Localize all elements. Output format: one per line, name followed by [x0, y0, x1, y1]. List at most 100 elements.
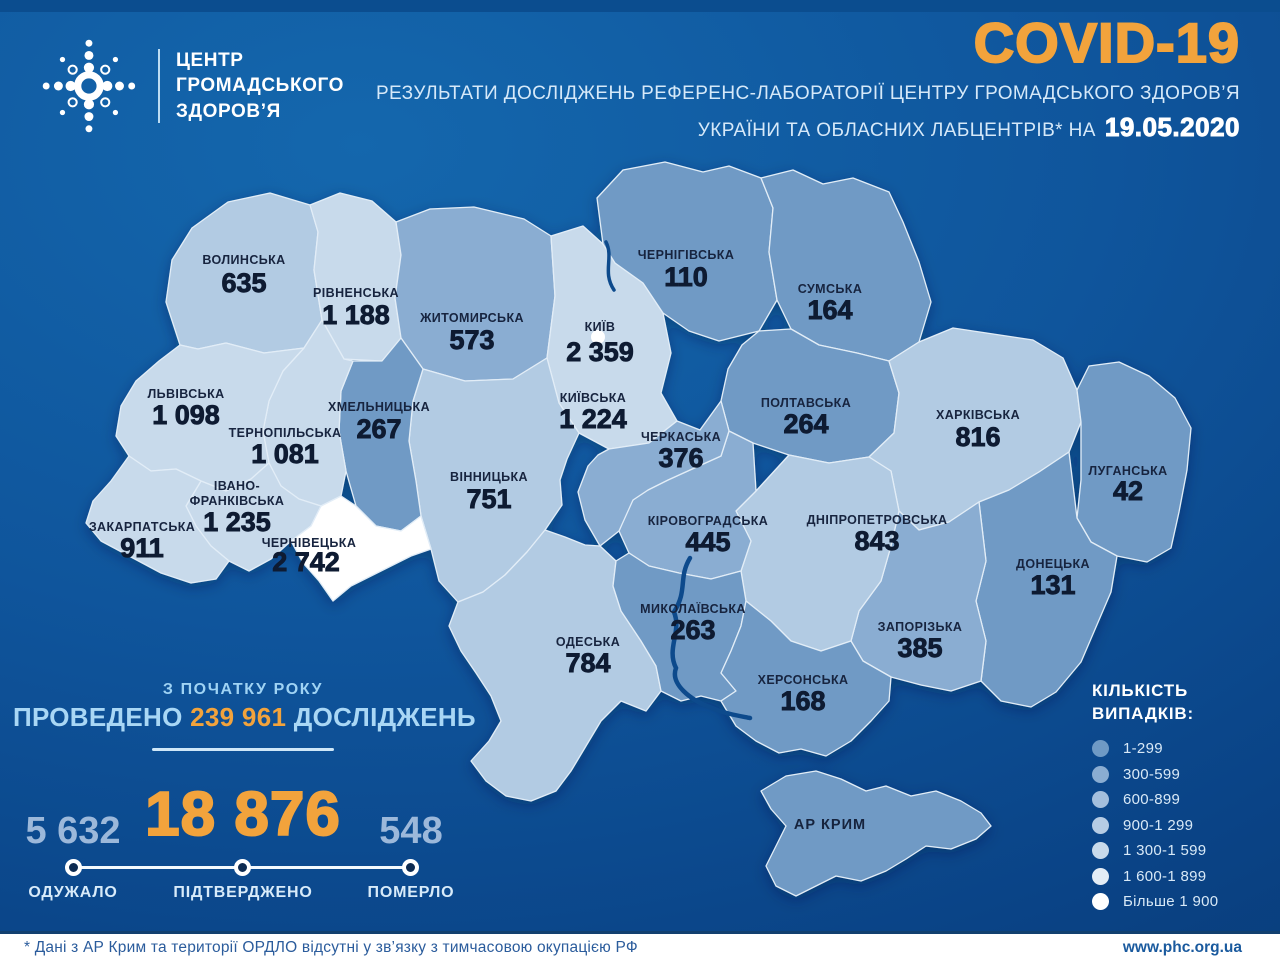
legend-row: 1 300-1 599	[1092, 838, 1262, 864]
page-title: COVID-19	[973, 11, 1240, 74]
legend-items: 1-299 300-599 600-899 900-1 299 1 300-1 …	[1092, 736, 1262, 915]
region-value: 385	[897, 633, 942, 663]
region-value: 751	[466, 484, 511, 514]
subtitle-line2-text: УКРАЇНИ ТА ОБЛАСНИХ ЛАБЦЕНТРІВ* НА	[697, 119, 1096, 141]
phc-logo-icon	[42, 39, 136, 133]
region-value: 168	[780, 686, 825, 716]
region-value: 1 098	[152, 400, 220, 430]
footer-bar: * Дані з АР Крим та території ОРДЛО відс…	[0, 934, 1280, 961]
logo-divider	[158, 49, 160, 123]
legend-swatch-icon	[1092, 791, 1109, 809]
legend-label: 600-899	[1123, 791, 1181, 809]
region-value: 2 742	[272, 547, 340, 577]
region-shape-chernivetska	[290, 495, 432, 602]
legend-title: КІЛЬКІСТЬ ВИПАДКІВ:	[1092, 680, 1262, 726]
region-value: 816	[955, 422, 1000, 452]
region-name: ФРАНКІВСЬКА	[190, 494, 285, 508]
legend-label: 900-1 299	[1123, 816, 1194, 834]
river-dnipro	[670, 555, 753, 721]
region-value: 445	[685, 527, 730, 557]
legend-swatch-icon	[1092, 765, 1109, 783]
region-name: ДНІПРОПЕТРОВСЬКА	[807, 513, 948, 527]
legend-row: 1 600-1 899	[1092, 863, 1262, 889]
region-shape-zakarpatska	[85, 455, 230, 584]
region-name: ПОЛТАВСЬКА	[761, 396, 851, 410]
legend-label: 1-299	[1123, 740, 1163, 758]
region-value: 1 235	[203, 507, 271, 537]
region-name: ЗАПОРІЗЬКА	[878, 620, 963, 634]
region-value: 911	[120, 533, 164, 563]
region-name: ЗАКАРПАТСЬКА	[89, 520, 195, 534]
legend-row: Більше 1 900	[1092, 889, 1262, 915]
region-value: 635	[221, 268, 266, 298]
region-value: 1 081	[251, 439, 319, 469]
region-value: 263	[670, 615, 715, 645]
footer-divider	[0, 931, 1280, 934]
logo-line2: ГРОМАДСЬКОГО	[176, 75, 345, 97]
region-name: РІВНЕНСЬКА	[313, 286, 399, 300]
region-name: КИЇВ	[585, 319, 616, 334]
legend-swatch-icon	[1092, 893, 1109, 911]
kyiv-city-marker	[591, 330, 605, 344]
region-name: ЧЕРНІВЕЦЬКА	[262, 536, 357, 550]
legend-swatch-icon	[1092, 842, 1109, 860]
report-date: 19.05.2020	[1104, 111, 1240, 142]
region-value: 264	[783, 409, 828, 439]
footer-note: * Дані з АР Крим та території ОРДЛО відс…	[24, 938, 638, 956]
region-shape-cherkaska	[577, 400, 730, 547]
map-rivers	[604, 240, 753, 721]
logo-line3: ЗДОРОВ’Я	[176, 100, 281, 122]
region-name: ЖИТОМИРСЬКА	[419, 311, 524, 325]
region-name: ДОНЕЦЬКА	[1016, 557, 1090, 571]
region-name: ХМЕЛЬНИЦЬКА	[328, 400, 430, 414]
region-name: ІВАНО-	[214, 479, 260, 493]
legend: КІЛЬКІСТЬ ВИПАДКІВ: 1-299 300-599 600-89…	[1092, 680, 1262, 914]
logo-text: ЦЕНТР ГРОМАДСЬКОГО ЗДОРОВ’Я	[176, 48, 344, 123]
region-value: 1 224	[559, 404, 627, 434]
region-name: ВОЛИНСЬКА	[202, 253, 285, 267]
legend-swatch-icon	[1092, 867, 1109, 885]
region-shape-ivano-frankivska	[185, 462, 322, 572]
region-shape-khersonska	[720, 600, 892, 757]
region-shape-krym	[760, 770, 992, 897]
region-name: ЛУГАНСЬКА	[1088, 464, 1167, 478]
region-name: ЧЕРНІГІВСЬКА	[638, 248, 735, 262]
map-shapes	[85, 161, 1192, 897]
legend-label: 300-599	[1123, 765, 1181, 783]
subtitle-line2: УКРАЇНИ ТА ОБЛАСНИХ ЛАБЦЕНТРІВ* НА 19.05…	[376, 111, 1240, 143]
legend-row: 1-299	[1092, 736, 1262, 762]
region-name: СУМСЬКА	[798, 282, 863, 296]
region-value: 573	[449, 325, 494, 355]
legend-label: Більше 1 900	[1123, 893, 1219, 911]
region-name: ТЕРНОПІЛЬСЬКА	[229, 426, 342, 440]
region-value: 843	[854, 526, 899, 556]
region-value: 784	[565, 648, 610, 678]
legend-title-line1: КІЛЬКІСТЬ	[1092, 681, 1189, 700]
logo-line1: ЦЕНТР	[176, 50, 244, 72]
legend-row: 300-599	[1092, 761, 1262, 787]
region-value: 110	[664, 262, 708, 292]
region-name: ВІННИЦЬКА	[450, 470, 528, 484]
footer-url-link[interactable]: www.phc.org.ua	[1122, 938, 1242, 956]
region-shape-luhanska	[1076, 361, 1192, 563]
region-name: КИЇВСЬКА	[560, 390, 626, 405]
region-value: 1 188	[322, 300, 390, 330]
legend-title-line2: ВИПАДКІВ:	[1092, 703, 1194, 723]
map-labels: ВОЛИНСЬКА 635 РІВНЕНСЬКА 1 188 ЖИТОМИРСЬ…	[89, 248, 1167, 833]
region-name: КІРОВОГРАДСЬКА	[648, 514, 768, 528]
river-kyiv-reservoir	[604, 240, 616, 292]
region-name: ЧЕРКАСЬКА	[641, 430, 721, 444]
region-value: 376	[658, 443, 703, 473]
legend-row: 900-1 299	[1092, 812, 1262, 838]
legend-row: 600-899	[1092, 787, 1262, 813]
header-title-block: COVID-19 РЕЗУЛЬТАТИ ДОСЛІДЖЕНЬ РЕФЕРЕНС-…	[376, 11, 1240, 143]
phc-logo: ЦЕНТР ГРОМАДСЬКОГО ЗДОРОВ’Я	[36, 30, 344, 142]
region-value: 267	[356, 414, 401, 444]
legend-label: 1 300-1 599	[1123, 842, 1207, 860]
region-name: ОДЕСЬКА	[556, 635, 620, 649]
region-value: 131	[1030, 570, 1075, 600]
region-name: МИКОЛАЇВСЬКА	[640, 601, 746, 616]
top-strip	[0, 0, 1280, 12]
region-value: 2 359	[566, 337, 634, 367]
